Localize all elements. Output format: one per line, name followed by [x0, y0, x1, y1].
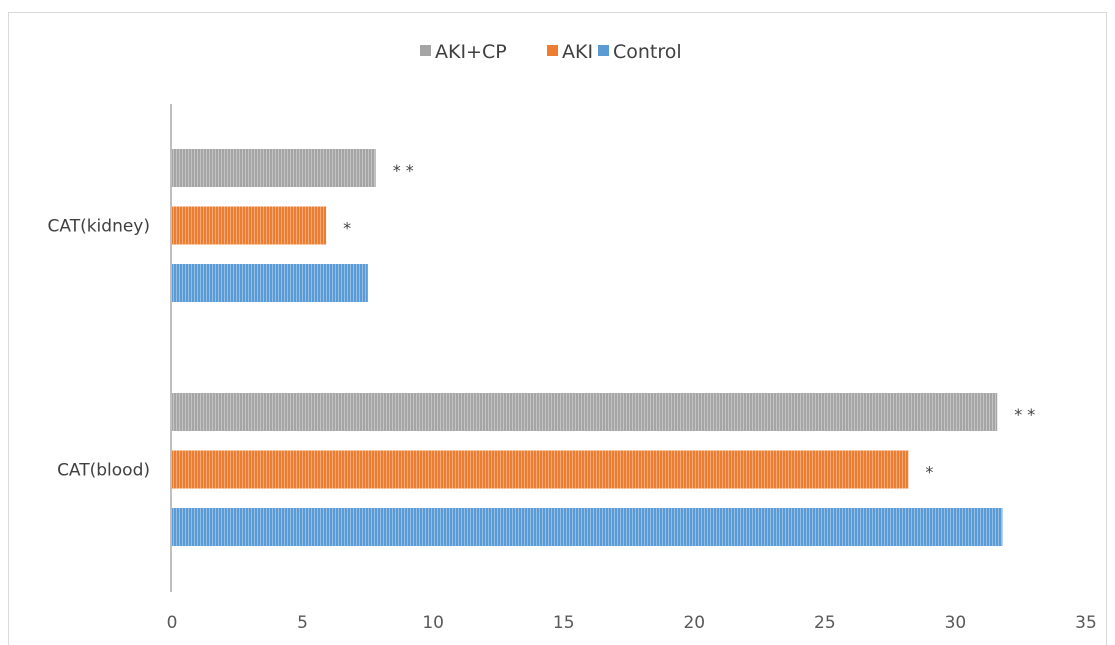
- legend-item-control: Control: [598, 41, 682, 63]
- legend-swatch-aki: [547, 45, 558, 56]
- x-tick-label-5: 5: [297, 613, 308, 633]
- x-tick-label-0: 0: [167, 613, 178, 633]
- x-tick-label-15: 15: [553, 613, 575, 633]
- annotation-cat-kidney-aki: *: [343, 219, 351, 238]
- legend-item-aki-cp: AKI+CP: [420, 41, 507, 63]
- bar-cat-kidney-aki: [172, 206, 327, 245]
- bar-cat-blood-control: [172, 508, 1003, 546]
- legend-label-aki: AKI: [562, 41, 593, 63]
- bar-cat-kidney-aki-cp: [172, 149, 376, 187]
- x-tick-label-20: 20: [683, 613, 705, 633]
- x-tick-label-25: 25: [814, 613, 836, 633]
- category-label-cat-kidney: CAT(kidney): [48, 217, 150, 237]
- annotation-cat-blood-aki-cp: * *: [1014, 405, 1035, 424]
- legend: AKI+CP AKI Control: [420, 41, 682, 63]
- x-tick-label-10: 10: [422, 613, 444, 633]
- category-labels: CAT(kidney) CAT(blood): [48, 217, 150, 481]
- bar-cat-kidney-control: [172, 264, 368, 302]
- legend-swatch-control: [598, 45, 609, 56]
- bar-annotations: * * * * * *: [343, 161, 1035, 482]
- category-label-cat-blood: CAT(blood): [57, 461, 150, 481]
- legend-label-aki-cp: AKI+CP: [435, 41, 507, 63]
- annotation-cat-blood-aki: *: [925, 463, 933, 482]
- annotation-cat-kidney-aki-cp: * *: [393, 161, 414, 180]
- legend-swatch-aki-cp: [420, 45, 431, 56]
- legend-label-control: Control: [613, 41, 682, 63]
- bar-cat-blood-aki: [172, 450, 909, 489]
- bar-cat-blood-aki-cp: [172, 393, 998, 431]
- chart-frame: [8, 12, 1107, 645]
- x-tick-label-30: 30: [945, 613, 967, 633]
- x-axis-tick-labels: 0 5 10 15 20 25 30 35: [167, 613, 1097, 633]
- x-tick-label-35: 35: [1075, 613, 1097, 633]
- legend-item-aki: AKI: [547, 41, 593, 63]
- bars: [172, 149, 1003, 546]
